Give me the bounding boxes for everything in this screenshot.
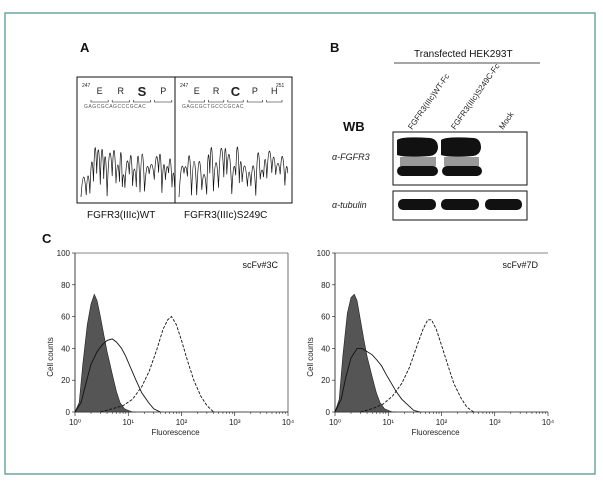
- band-wt-lower: [397, 166, 438, 176]
- x-tick-label: 10⁴: [542, 418, 555, 427]
- blot-fgfr3: [392, 131, 528, 186]
- s249c-residue-3: P: [252, 86, 258, 96]
- wt-start-number: 247: [82, 83, 91, 89]
- row-label-tubulin: α-tubulin: [332, 200, 367, 210]
- wt-caption: FGFR3(IIIc)WT: [87, 210, 155, 221]
- y-tick-label: 100: [317, 249, 331, 258]
- panel-b-header: Transfected HEK293T: [414, 49, 513, 60]
- x-tick-label: 10³: [229, 418, 241, 427]
- smear-wt: [400, 157, 436, 166]
- chromatogram-s249c: 247 251 E R C P H GAGCGCTGCCCGCAC: [174, 76, 293, 204]
- wt-codon-bracket-1: [111, 100, 130, 103]
- wt-codon-bracket-2: [133, 100, 151, 103]
- histogram-scfv7d: 0 20 40 60 80 100 10⁰ 10¹ 10² 10³ 10⁴ Fluorescence C…: [306, 249, 555, 437]
- s249c-residue-4: H: [271, 86, 278, 96]
- band-wt-upper: [397, 137, 438, 157]
- x-axis-label: Fluorescence: [412, 428, 461, 437]
- s249c-residue-2: C: [231, 84, 241, 99]
- s249c-codon-bracket-4: [266, 100, 283, 103]
- s249c-base-sequence: GAGCGCTGCCCGCAC: [182, 104, 244, 110]
- band-s249c-upper: [441, 137, 481, 157]
- series-isotype-filled: [74, 293, 136, 413]
- series-solid: [334, 347, 421, 413]
- s249c-caption: FGFR3(IIIc)S249C: [184, 210, 267, 221]
- wt-residue-1: R: [118, 86, 125, 96]
- tubulin-band-s249c: [441, 199, 479, 210]
- s249c-codon-bracket-0: [188, 100, 205, 103]
- y-axis-label: Cell counts: [46, 337, 55, 377]
- wt-codon-bracket-0: [90, 100, 109, 103]
- series-solid: [74, 338, 161, 413]
- y-tick-label: 20: [321, 376, 330, 385]
- band-s249c-lower: [442, 166, 482, 176]
- y-tick-label: 0: [66, 408, 71, 417]
- y-tick-label: 40: [321, 344, 330, 353]
- series-dashed: [360, 319, 474, 413]
- wt-residue-0: E: [97, 86, 103, 96]
- x-axis-label: Fluorescence: [152, 428, 201, 437]
- y-axis-label: Cell counts: [306, 337, 315, 377]
- s249c-residue-0: E: [194, 86, 200, 96]
- s249c-codon-bracket-1: [208, 100, 225, 103]
- x-tick-label: 10⁴: [282, 418, 295, 427]
- x-tick-label: 10³: [489, 418, 501, 427]
- wt-codon-bracket-3: [154, 100, 173, 103]
- chart-title: scFv#7D: [502, 260, 538, 270]
- x-tick-label: 10²: [176, 418, 188, 427]
- s249c-codon-bracket-2: [227, 100, 244, 103]
- y-tick-label: 60: [321, 313, 330, 322]
- panel-a-label: A: [80, 40, 90, 55]
- wt-residue-2: S: [138, 84, 147, 99]
- y-tick-label: 80: [61, 281, 70, 290]
- y-tick-label: 100: [57, 249, 71, 258]
- x-tick-label: 10⁰: [69, 418, 81, 427]
- y-tick-label: 60: [61, 313, 70, 322]
- tubulin-band-wt: [398, 199, 436, 210]
- panel-b-label: B: [330, 40, 339, 55]
- y-tick-label: 0: [326, 408, 331, 417]
- s249c-residue-1: R: [213, 86, 220, 96]
- x-tick-label: 10²: [436, 418, 448, 427]
- panel-c-label: C: [42, 231, 52, 246]
- wt-residue-3: P: [160, 86, 166, 96]
- s249c-trace: [178, 146, 289, 198]
- histogram-scfv3c: 0 20 40 60 80 100 10⁰ 10¹ 10² 10³ 10⁴ Fluorescence C…: [46, 249, 295, 437]
- chart-title: scFv#3C: [242, 260, 278, 270]
- smear-s249c: [444, 157, 479, 166]
- x-tick-label: 10¹: [382, 418, 394, 427]
- x-tick-label: 10¹: [122, 418, 134, 427]
- wb-label: WB: [343, 119, 365, 134]
- y-tick-label: 40: [61, 344, 70, 353]
- s249c-codon-bracket-3: [246, 100, 263, 103]
- y-tick-label: 20: [61, 376, 70, 385]
- tubulin-band-mock: [485, 199, 522, 210]
- x-tick-label: 10⁰: [329, 418, 341, 427]
- series-isotype-filled: [334, 293, 396, 413]
- s249c-start-number: 247: [180, 83, 189, 89]
- series-dashed: [100, 315, 214, 413]
- wt-base-sequence: GAGCGCAGCCCGCAC: [84, 104, 146, 110]
- row-label-fgfr3: α-FGFR3: [332, 152, 370, 162]
- s249c-end-number: 251: [276, 83, 285, 89]
- y-tick-label: 80: [321, 281, 330, 290]
- blot-tubulin: [392, 190, 528, 221]
